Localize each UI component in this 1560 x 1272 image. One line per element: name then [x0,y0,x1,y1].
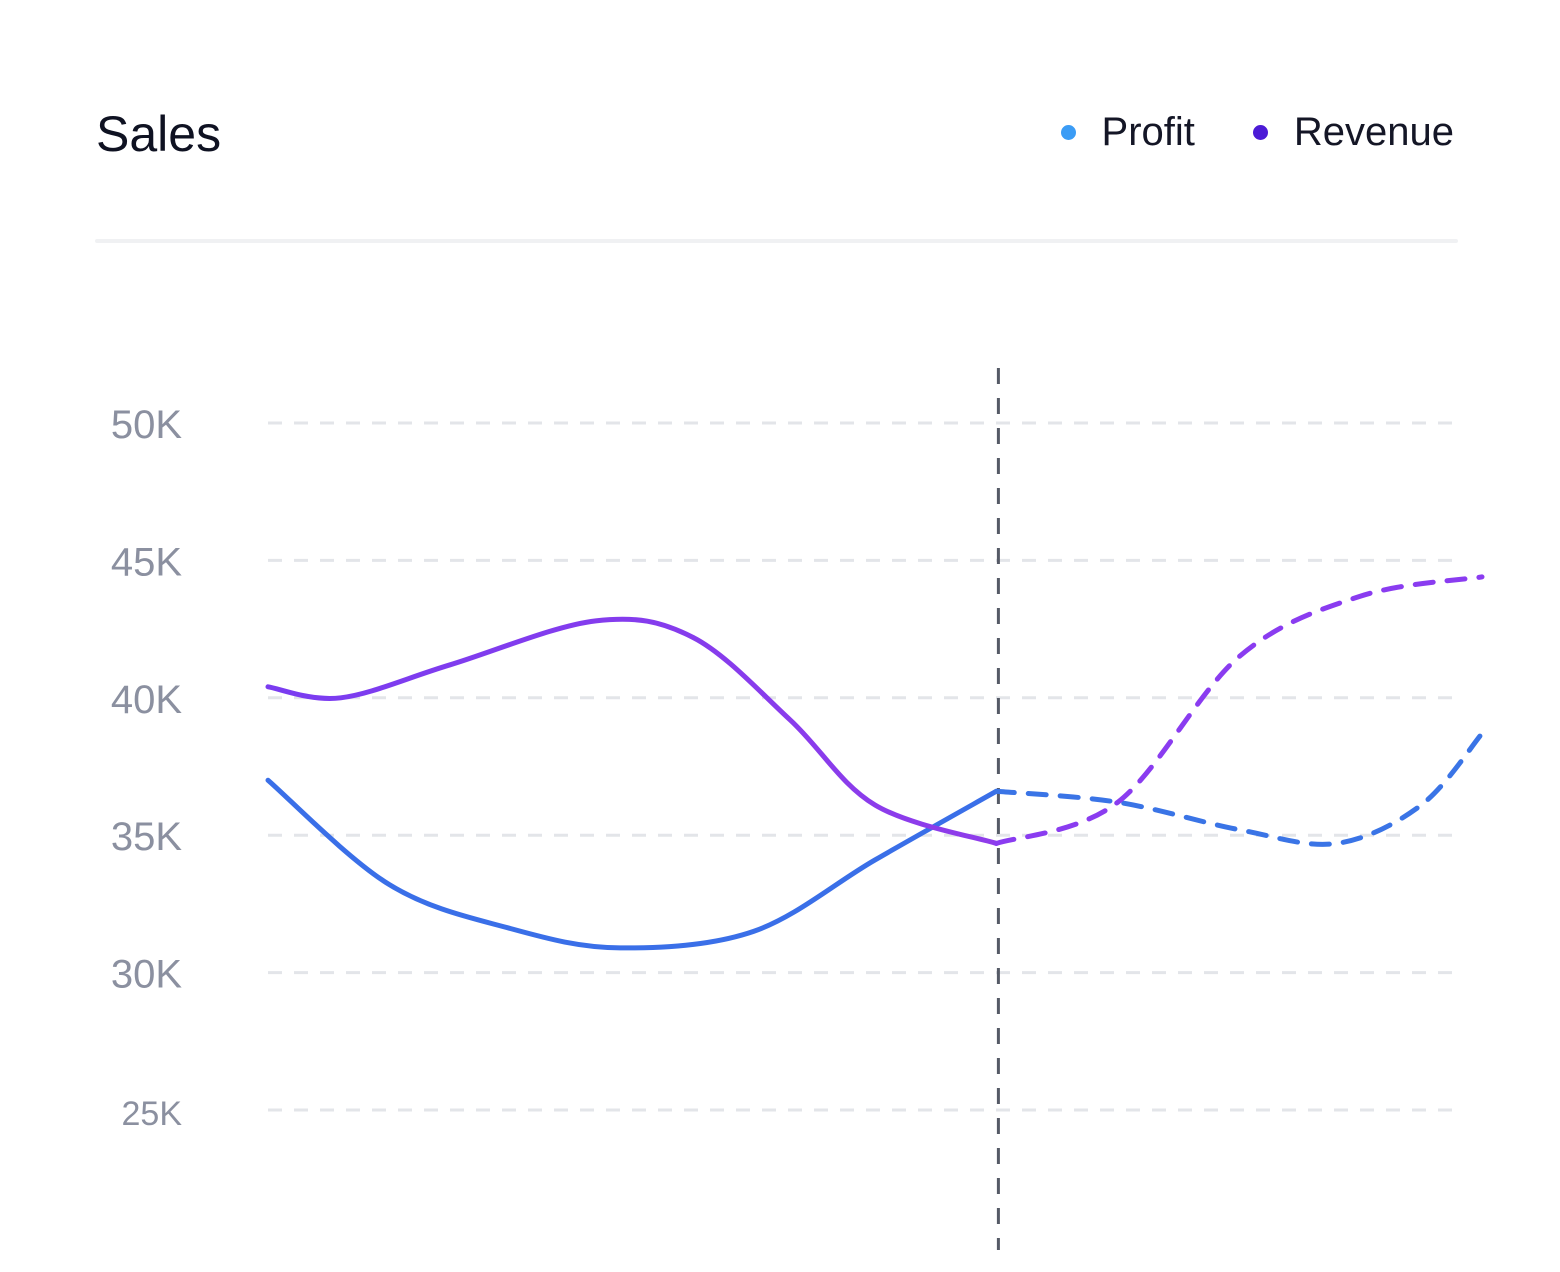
y-tick-label: 25K [122,1095,183,1133]
legend-label-revenue: Revenue [1293,110,1454,154]
series-line-profit-forecast [993,731,1485,847]
chart-title: Sales [96,106,222,162]
y-tick-label: 30K [111,953,182,997]
legend-label-profit: Profit [1101,110,1195,154]
profit-dot-icon [1060,124,1076,140]
series-line-revenue-forecast [993,574,1485,846]
series-layer [265,574,1485,951]
y-axis-ticks: 50K 45K 40K 35K 30K 25K [111,403,182,1133]
header-divider [95,239,1458,243]
legend-item-revenue[interactable]: Revenue [1252,108,1454,156]
y-tick-label: 45K [111,540,182,584]
y-tick-label: 35K [111,815,182,859]
y-tick-label: 40K [111,678,182,722]
series-line-revenue-actual [265,616,999,846]
revenue-dot-icon [1252,124,1268,140]
series-line-profit-actual [265,777,999,951]
chart-legend: Profit Revenue [1060,108,1454,156]
grid [268,421,1462,1112]
legend-item-profit[interactable]: Profit [1060,108,1195,156]
y-tick-label: 50K [111,403,182,447]
